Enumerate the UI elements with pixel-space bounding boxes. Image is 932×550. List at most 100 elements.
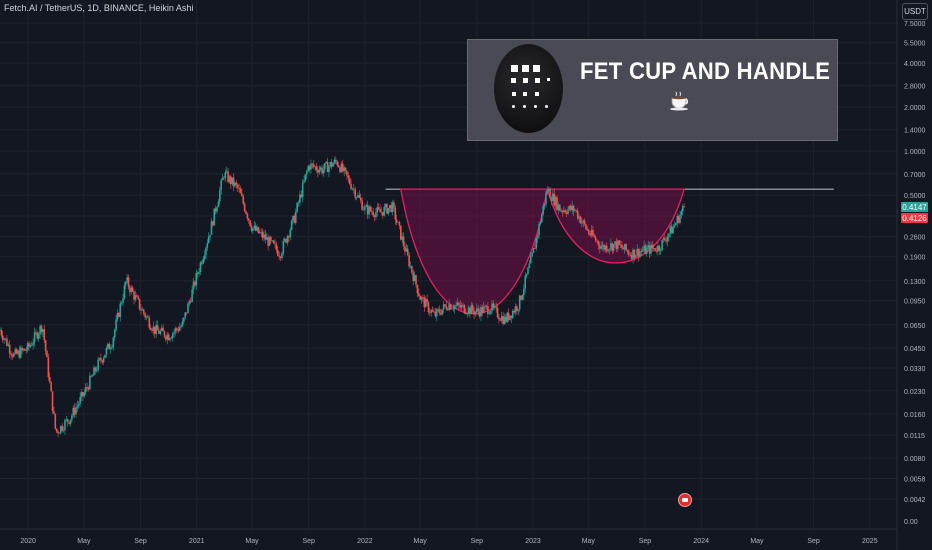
candle [162,327,164,332]
candle [307,166,310,172]
candle [245,211,247,214]
candle [136,295,138,297]
candle [272,240,275,244]
candle [228,176,231,182]
candle [102,357,105,363]
candle [232,177,235,187]
candle [191,289,193,303]
candle [581,222,583,224]
candle [412,272,415,282]
candle [558,204,561,211]
candle [680,211,683,216]
candle [35,332,37,334]
candle [230,176,232,185]
candle [214,208,217,212]
candle [531,252,533,257]
candle [187,303,189,314]
candle [571,205,574,211]
price-tick-label: 0.0058 [904,476,926,483]
price-tick-label: 5.5000 [904,41,926,48]
candle [289,229,292,238]
candle [582,220,585,223]
candle [568,205,571,210]
candle [394,207,397,220]
candle [301,182,304,198]
candle [494,306,496,308]
candle [138,299,141,309]
candle [652,248,655,249]
candle [252,228,254,231]
candle [109,348,112,350]
candle [487,306,489,315]
candle [547,189,550,191]
candle [0,330,1,331]
candle [520,295,522,300]
candle [567,209,569,214]
price-tick-label: 7.5000 [904,21,926,28]
candle [513,310,515,313]
candle [625,244,627,251]
candle [234,182,236,187]
candle [318,169,321,173]
candle [344,167,347,171]
currency-button[interactable]: USDT [902,3,928,20]
candle [66,419,69,422]
candle [285,238,287,243]
candle [283,238,286,241]
candle [275,244,278,250]
time-tick-label: May [582,538,596,545]
candle [97,359,99,371]
price-tick-label: 1.0000 [904,149,926,156]
candle [6,338,8,346]
candle [205,247,207,256]
candle [540,214,543,223]
candle [171,333,174,338]
candle [650,244,652,254]
candle [659,249,662,251]
candle [368,206,370,215]
candle [654,248,656,251]
candle [449,304,452,310]
candle [104,354,106,358]
candle [357,195,359,198]
candle [4,338,7,340]
candle [126,277,128,282]
candle [216,206,218,212]
candle [28,343,30,347]
flag-icon[interactable] [678,493,692,507]
candle [51,391,54,412]
candle [427,302,430,313]
candle [116,312,119,320]
candle [502,316,504,325]
candle [44,340,47,352]
candle [178,327,181,331]
candle [130,287,133,293]
time-tick-label: May [77,538,91,545]
grid-lines [0,0,897,529]
candle [236,184,239,188]
candle [565,212,568,214]
time-axis: 2020 May Sep 2021 May Sep 2022 May Sep 2023 May Sep… [0,528,897,545]
candle [379,208,381,213]
candle [195,273,198,286]
symbol-title[interactable]: Fetch.AI / TetherUS, 1D, BINANCE, Heikin… [4,3,194,13]
candle [337,165,340,168]
candle [587,230,590,234]
candle [314,166,316,168]
candle [133,291,135,300]
time-tick-label: Sep [471,538,484,545]
current-price-badge: 0.4147 [901,202,928,212]
candle [149,327,152,330]
candle [303,180,305,183]
candle [411,266,413,273]
candle [485,305,488,307]
candle [218,190,221,202]
candle [628,251,630,255]
candle [71,415,73,420]
candle [288,236,290,238]
candle [279,256,282,258]
candle [629,254,632,256]
candle [165,336,167,340]
price-tick-label: 0.0080 [904,456,926,463]
